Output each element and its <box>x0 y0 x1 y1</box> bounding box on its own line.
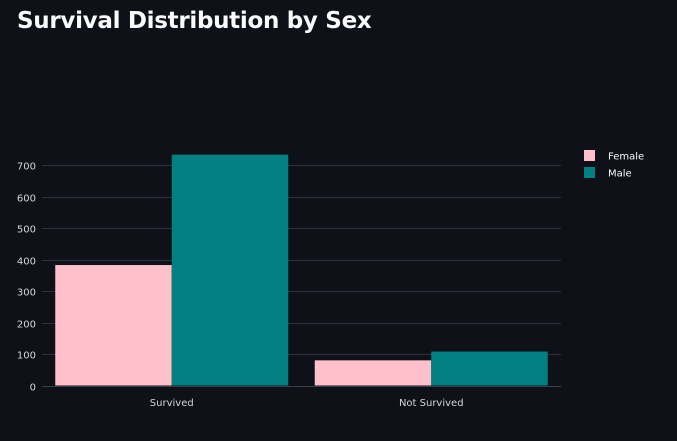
bars <box>55 154 548 386</box>
legend-swatch <box>584 150 595 161</box>
legend-label: Female <box>608 152 644 163</box>
page-title: Survival Distribution by Sex <box>17 8 372 34</box>
legend-label: Male <box>608 169 632 180</box>
bar-female-survived[interactable] <box>55 265 172 386</box>
y-tick-label: 700 <box>17 162 36 173</box>
legend-item-female[interactable]: Female <box>584 150 644 163</box>
bar-male-survived[interactable] <box>171 154 289 386</box>
x-tick-label: Not Survived <box>399 398 464 409</box>
bar-male-not-survived[interactable] <box>431 351 548 386</box>
y-axis-ticks: 0 100 200 300 400 500 600 700 <box>17 162 36 394</box>
x-axis-ticks: Survived Not Survived <box>150 398 464 409</box>
y-tick-label: 0 <box>30 383 36 394</box>
y-tick-label: 500 <box>17 225 36 236</box>
y-tick-label: 600 <box>17 194 36 205</box>
legend[interactable]: Female Male <box>584 150 644 180</box>
legend-item-male[interactable]: Male <box>584 167 632 180</box>
bar-female-not-survived[interactable] <box>314 360 432 386</box>
x-tick-label: Survived <box>150 398 194 409</box>
y-tick-label: 300 <box>17 288 36 299</box>
y-tick-label: 200 <box>17 320 36 331</box>
y-tick-label: 100 <box>17 351 36 362</box>
y-tick-label: 400 <box>17 257 36 268</box>
legend-swatch <box>584 167 595 178</box>
